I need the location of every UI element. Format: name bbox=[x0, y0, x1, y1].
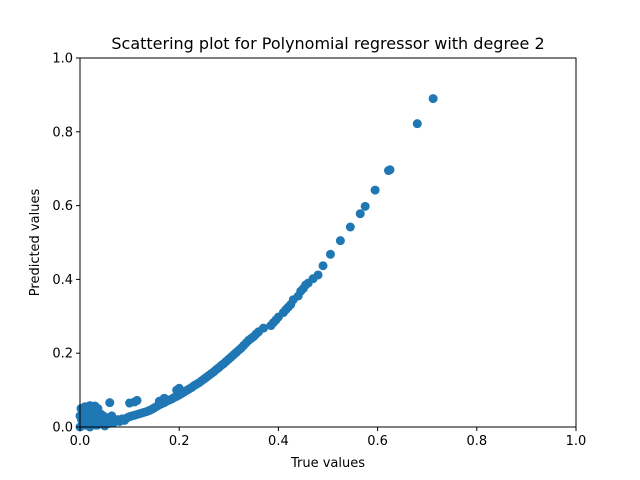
data-point bbox=[318, 261, 328, 271]
data-point bbox=[313, 270, 323, 280]
points-layer bbox=[75, 94, 438, 432]
y-tick-label: 1.0 bbox=[52, 52, 73, 67]
x-tick-label: 0.2 bbox=[169, 434, 190, 449]
y-axis: 0.0 0.2 0.4 0.6 0.8 1.0 bbox=[52, 52, 80, 436]
data-point bbox=[385, 165, 395, 175]
data-point bbox=[259, 323, 269, 333]
x-axis-title: True values bbox=[290, 456, 365, 471]
data-point bbox=[172, 385, 182, 395]
data-point bbox=[360, 201, 370, 211]
data-point bbox=[412, 119, 422, 129]
data-point bbox=[428, 94, 438, 104]
x-tick-label: 0.0 bbox=[70, 434, 91, 449]
data-point bbox=[370, 185, 380, 195]
data-point bbox=[159, 393, 169, 403]
y-axis-title: Predicted values bbox=[28, 189, 43, 297]
x-tick-label: 0.8 bbox=[466, 434, 487, 449]
x-tick-label: 1.0 bbox=[566, 434, 587, 449]
data-point bbox=[90, 401, 100, 411]
x-tick-label: 0.6 bbox=[367, 434, 388, 449]
data-point bbox=[132, 395, 142, 405]
y-tick-label: 0.2 bbox=[52, 347, 73, 362]
y-tick-label: 0.0 bbox=[52, 421, 73, 436]
data-point bbox=[105, 398, 115, 408]
x-axis: 0.0 0.2 0.4 0.6 0.8 1.0 bbox=[70, 427, 587, 449]
data-point bbox=[355, 209, 365, 219]
y-tick-label: 0.4 bbox=[52, 273, 73, 288]
plot-frame bbox=[79, 57, 577, 428]
data-point bbox=[325, 249, 335, 259]
data-point bbox=[95, 409, 105, 419]
x-tick-label: 0.4 bbox=[268, 434, 289, 449]
chart-title: Scattering plot for Polynomial regressor… bbox=[111, 34, 544, 53]
y-tick-label: 0.8 bbox=[52, 125, 73, 140]
data-point bbox=[345, 222, 355, 232]
data-point bbox=[335, 236, 345, 246]
y-tick-label: 0.6 bbox=[52, 199, 73, 214]
